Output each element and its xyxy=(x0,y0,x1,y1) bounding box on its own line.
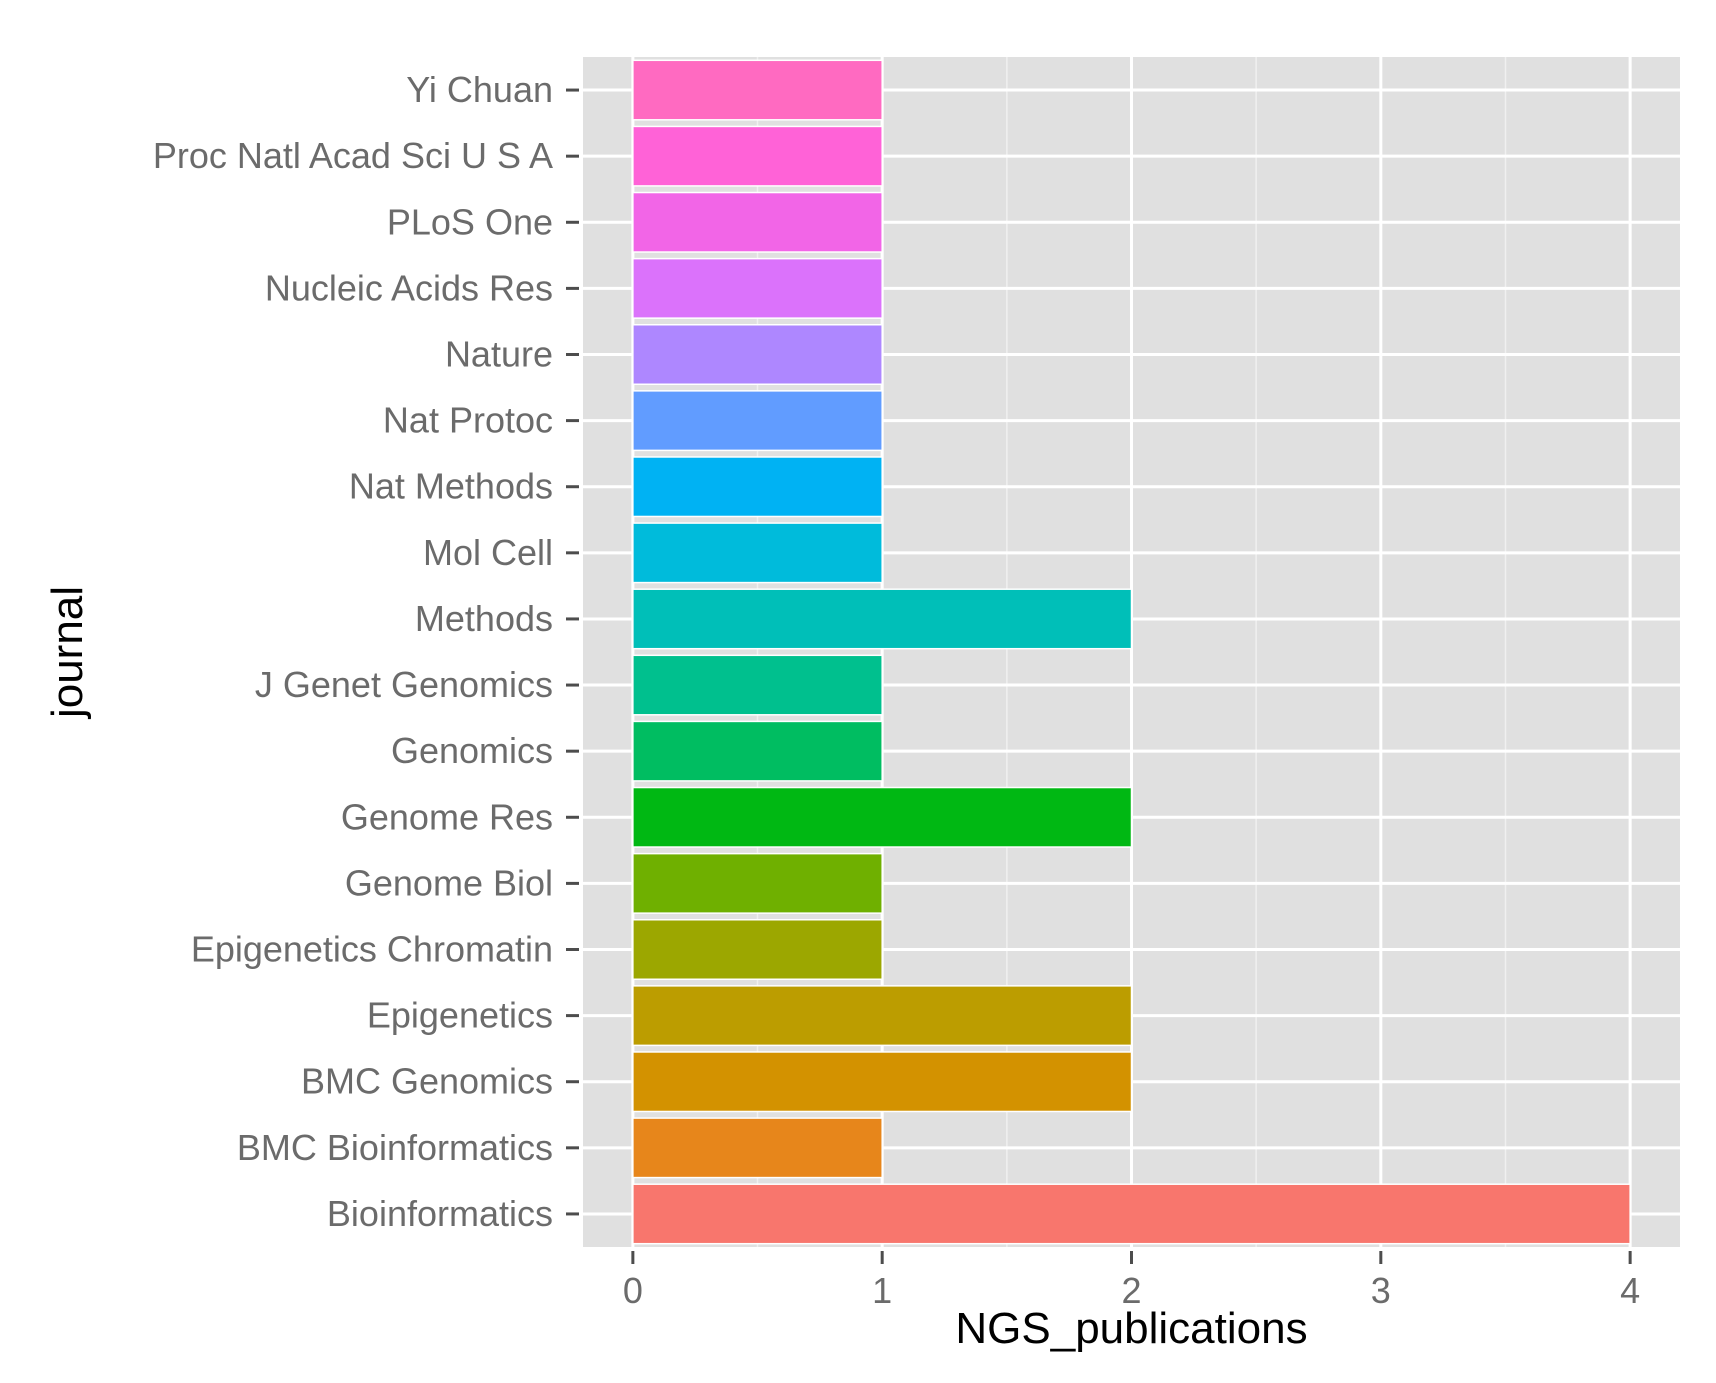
y-tick-label: BMC Genomics xyxy=(301,1061,553,1102)
bar-epigenetics-chromatin xyxy=(632,919,883,980)
y-tick-label: Nature xyxy=(445,334,553,375)
bar-genome-res xyxy=(632,786,1133,848)
x-tick-label: 0 xyxy=(623,1270,643,1311)
y-tick-label: Bioinformatics xyxy=(327,1193,553,1234)
bar-nucleic-acids-res xyxy=(632,257,883,319)
bars-layer xyxy=(632,59,1631,1245)
bar-bioinformatics xyxy=(632,1183,1631,1245)
bar-proc-natl-acad-sci-u-s-a xyxy=(632,125,883,187)
y-tick-label: Mol Cell xyxy=(423,532,553,573)
bar-genomics xyxy=(632,720,883,782)
bar-epigenetics xyxy=(632,985,1133,1047)
y-axis-title: journal xyxy=(43,586,92,720)
bar-j-genet-genomics xyxy=(632,654,883,716)
bar-methods xyxy=(632,588,1133,650)
y-tick-label: Methods xyxy=(415,598,553,639)
bar-mol-cell xyxy=(632,522,883,584)
y-tick-label: PLoS One xyxy=(387,201,553,242)
y-tick-label: Genome Res xyxy=(341,796,553,837)
y-tick-label: Nucleic Acids Res xyxy=(265,267,553,308)
x-axis-title: NGS_publications xyxy=(955,1304,1307,1353)
bar-nature xyxy=(632,324,883,385)
y-tick-label: Epigenetics xyxy=(367,995,553,1036)
x-axis: 0 1 2 3 4 xyxy=(623,1251,1640,1311)
y-tick-label: Genome Biol xyxy=(345,862,553,903)
bar-yi-chuan xyxy=(632,59,883,121)
x-tick-label: 4 xyxy=(1620,1270,1640,1311)
y-tick-label: Epigenetics Chromatin xyxy=(191,929,553,970)
bar-genome-biol xyxy=(632,852,883,914)
y-tick-label: Genomics xyxy=(391,730,553,771)
bar-bmc-genomics xyxy=(632,1051,1133,1113)
y-tick-label: Yi Chuan xyxy=(406,69,553,110)
y-tick-label: Nat Protoc xyxy=(383,400,553,441)
bar-plos-one xyxy=(632,191,883,253)
bar-bmc-bioinformatics xyxy=(632,1117,883,1179)
y-tick-label: Proc Natl Acad Sci U S A xyxy=(153,135,553,176)
x-tick-label: 1 xyxy=(872,1270,892,1311)
y-axis: Bioinformatics BMC Bioinformatics BMC Geno… xyxy=(153,69,579,1234)
y-tick-label: J Genet Genomics xyxy=(255,664,553,705)
bar-nat-protoc xyxy=(632,390,883,452)
x-tick-label: 3 xyxy=(1371,1270,1391,1311)
y-tick-label: Nat Methods xyxy=(349,466,553,507)
x-tick-label: 2 xyxy=(1121,1270,1141,1311)
bar-nat-methods xyxy=(632,456,883,518)
y-tick-label: BMC Bioinformatics xyxy=(237,1127,553,1168)
